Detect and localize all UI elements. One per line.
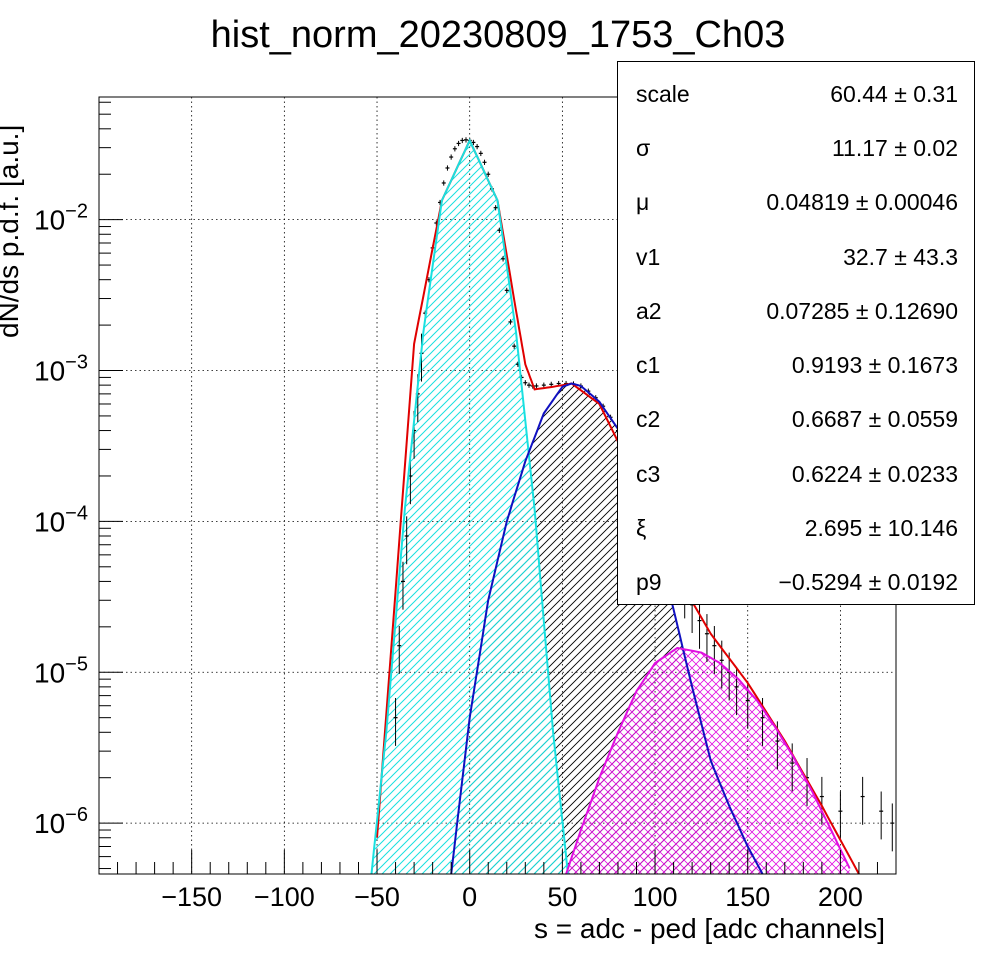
x-tick-label: 200 — [818, 882, 863, 912]
x-tick-label: 50 — [547, 882, 577, 912]
single_pe-curve — [450, 382, 764, 874]
chart-title: hist_norm_20230809_1753_Ch03 — [211, 14, 786, 56]
stat-value: 32.7 ± 43.3 — [843, 244, 958, 270]
hatched-components — [371, 140, 850, 874]
stat-name: c2 — [636, 406, 661, 432]
stat-row-c1: c1 0.9193 ± 0.1673 — [618, 346, 974, 386]
stat-name: a2 — [636, 298, 662, 324]
y-tick-label: 10−2 — [34, 201, 88, 236]
stat-row-p9: p9 −0.5294 ± 0.0192 — [618, 563, 974, 603]
stat-name: scale — [636, 81, 690, 107]
stat-name: c1 — [636, 352, 661, 378]
stat-value: 0.9193 ± 0.1673 — [791, 352, 958, 378]
y-tick-label: 10−5 — [34, 653, 88, 688]
stat-value: 0.07285 ± 0.12690 — [766, 298, 958, 324]
stat-row-mu: μ 0.04819 ± 0.00046 — [618, 183, 974, 223]
stat-value: 0.04819 ± 0.00046 — [766, 189, 958, 215]
x-tick-label: −150 — [161, 882, 222, 912]
stat-name: p9 — [636, 569, 662, 595]
stat-name: σ — [636, 135, 651, 161]
y-axis-label: dN/ds p.d.f. [a.u.] — [0, 125, 24, 338]
stat-row-sigma: σ 11.17 ± 0.02 — [618, 129, 974, 169]
x-tick-label: −100 — [254, 882, 315, 912]
stat-row-a2: a2 0.07285 ± 0.12690 — [618, 292, 974, 332]
x-axis-ticks: −150 −100 −50 0 50 100 150 200 — [117, 850, 897, 912]
y-tick-label: 10−6 — [34, 804, 88, 839]
y-tick-label: 10−3 — [34, 352, 88, 387]
y-axis-ticks: 10−6 10−5 10−4 10−3 10−2 — [34, 101, 123, 870]
stat-name: v1 — [636, 244, 661, 270]
x-tick-label: 100 — [633, 882, 678, 912]
stat-value: −0.5294 ± 0.0192 — [778, 569, 958, 595]
stat-value: 2.695 ± 10.146 — [804, 515, 958, 541]
stat-name: ξ — [636, 515, 647, 541]
stat-row-c2: c2 0.6687 ± 0.0559 — [618, 400, 974, 440]
stat-row-scale: scale 60.44 ± 0.31 — [618, 75, 974, 115]
stat-value: 0.6687 ± 0.0559 — [791, 406, 958, 432]
stat-name: μ — [636, 189, 650, 215]
x-tick-label: −50 — [354, 882, 400, 912]
double_pe-hatched-area — [566, 647, 850, 874]
pedestal-hatched-area — [371, 140, 568, 874]
stat-row-c3: c3 0.6224 ± 0.0233 — [618, 455, 974, 495]
stat-value: 11.17 ± 0.02 — [831, 135, 958, 161]
stat-row-xi: ξ 2.695 ± 10.146 — [618, 509, 974, 549]
x-tick-label: 150 — [725, 882, 770, 912]
stat-row-v1: v1 32.7 ± 43.3 — [618, 238, 974, 278]
x-tick-label: 0 — [462, 882, 477, 912]
x-axis-label: s = adc - ped [adc channels] — [534, 913, 885, 944]
stat-name: c3 — [636, 461, 661, 487]
fit-stats-box: scale 60.44 ± 0.31 σ 11.17 ± 0.02 μ 0.04… — [617, 61, 975, 605]
stat-value: 0.6224 ± 0.0233 — [791, 461, 958, 487]
stat-value: 60.44 ± 0.31 — [830, 81, 958, 107]
double_pe-curve — [565, 646, 851, 874]
fit-curves — [370, 138, 860, 874]
pedestal-curve — [370, 138, 569, 874]
y-tick-label: 10−4 — [34, 502, 88, 537]
